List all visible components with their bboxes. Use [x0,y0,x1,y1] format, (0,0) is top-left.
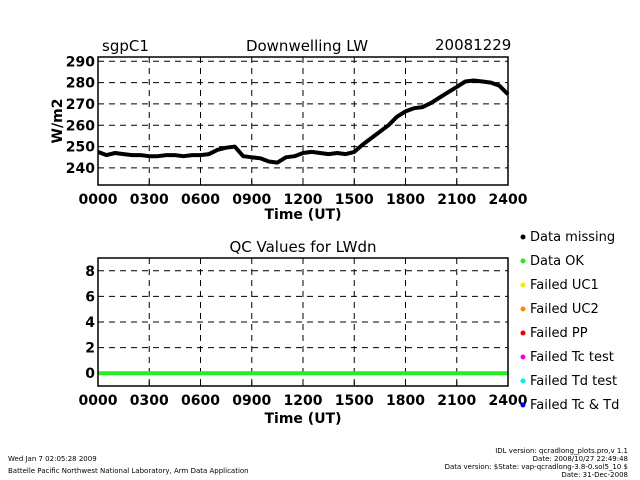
x-tick-label: 0000 [79,393,118,409]
legend-label: Failed UC1 [530,278,599,293]
x-tick-label: 0300 [130,393,169,409]
x-tick-label: 1500 [335,393,374,409]
y-tick-label: 2 [85,341,95,357]
x-tick-label: 1800 [386,393,425,409]
lw-x-ticks: 0000 0300 0600 0900 1200 1500 1800 2100 2400 [79,180,528,208]
legend-marker [520,258,526,264]
x-tick-label: 0300 [130,192,169,208]
x-tick-label: 1200 [284,393,323,409]
legend-marker [520,378,526,384]
x-tick-label: 2400 [489,192,528,208]
qc-y-ticks: 0 2 4 6 8 [85,264,95,382]
y-tick-label: 8 [85,264,95,280]
chart-title-lw: Downwelling LW [246,37,368,55]
y-tick-label: 260 [66,118,95,134]
legend-item: Data missing [520,230,615,245]
qc-chart-grid [98,258,508,386]
legend-item: Failed UC2 [520,302,599,317]
legend-marker [520,402,526,408]
lw-chart: 0000 0300 0600 0900 1200 1500 1800 2100 2400 240… [50,54,528,223]
qc-chart-frame [97,257,509,387]
legend-label: Failed Td test [530,374,617,389]
lw-chart-frame [97,56,509,186]
legend-marker [520,282,526,288]
x-tick-label: 1500 [335,192,374,208]
station-label: sgpC1 [102,37,149,55]
legend-item: Failed Td test [520,374,617,389]
x-tick-label: 0000 [79,192,118,208]
qc-legend: Data missing Data OK Failed UC1 Failed UC2 F… [520,230,619,413]
legend-marker [520,330,526,336]
legend-label: Failed Tc & Td [530,398,619,413]
legend-item: Failed Tc test [520,350,614,365]
x-tick-label: 1800 [386,192,425,208]
lw-series-line [97,78,510,165]
y-tick-label: 270 [66,97,95,113]
legend-label: Data missing [530,230,615,245]
x-tick-label: 0900 [232,393,271,409]
x-tick-label: 0900 [232,192,271,208]
qc-chart: 0000 0300 0600 0900 1200 1500 1800 2100 2400 0 2 4… [79,257,528,427]
x-tick-label: 2100 [437,192,476,208]
y-tick-label: 4 [85,315,95,331]
x-tick-label: 1200 [284,192,323,208]
legend-marker [520,354,526,360]
qc-x-ticks: 0000 0300 0600 0900 1200 1500 1800 2100 2400 [79,381,528,409]
date-label: 20081229 [435,36,511,54]
qc-x-axis-label: Time (UT) [264,411,341,427]
lw-y-axis-label: W/m2 [50,99,66,144]
legend-item: Failed PP [520,326,588,341]
legend-label: Failed UC2 [530,302,599,317]
legend-label: Failed PP [530,326,588,341]
footer-idl-version: IDL version: qcradlong_plots.pro,v 1.1 [495,447,628,455]
lw-chart-grid [98,57,508,185]
x-tick-label: 2100 [437,393,476,409]
footer-lab: Battelle Pacific Northwest National Labo… [8,467,249,475]
footer-idl-date: Date: 2008/10/27 22:49:48 [533,455,628,463]
chart-title-qc: QC Values for LWdn [229,238,376,256]
y-tick-label: 0 [85,366,95,382]
legend-marker [520,306,526,312]
legend-marker [520,234,526,240]
lw-x-axis-label: Time (UT) [264,207,341,223]
y-tick-label: 6 [85,289,95,305]
lw-y-ticks: 240 250 260 270 280 290 [66,54,95,177]
legend-item: Failed UC1 [520,278,599,293]
y-tick-label: 240 [66,161,95,177]
footer-data-version: Data version: $State: vap-qcradlong-3.8-… [445,463,628,471]
x-tick-label: 0600 [181,393,220,409]
legend-label: Failed Tc test [530,350,614,365]
x-tick-label: 0600 [181,192,220,208]
x-tick-label: 2400 [489,393,528,409]
legend-label: Data OK [530,254,584,269]
legend-item: Failed Tc & Td [520,398,619,413]
y-tick-label: 280 [66,76,95,92]
legend-item: Data OK [520,254,584,269]
y-tick-label: 290 [66,54,95,70]
footer-data-date: Date: 31-Dec-2008 [561,471,628,479]
y-tick-label: 250 [66,140,95,156]
footer-run-time: Wed Jan 7 02:05:28 2009 [8,455,97,463]
